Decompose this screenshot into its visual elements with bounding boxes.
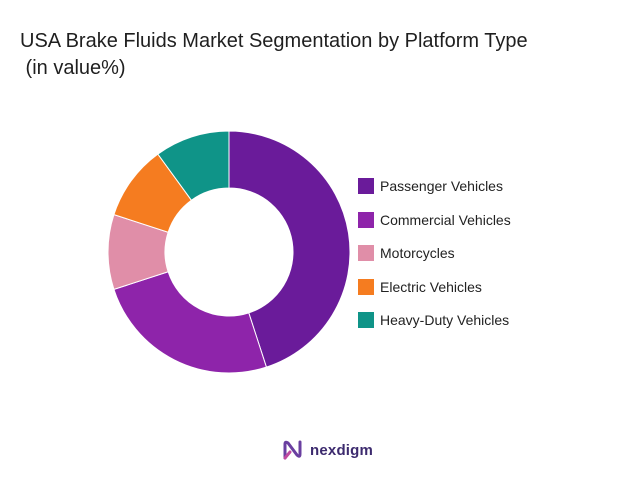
legend-swatch	[358, 278, 374, 295]
legend-item-passenger-vehicles: Passenger Vehicles	[358, 176, 618, 196]
donut-slice-heavy-duty-vehicles	[157, 130, 230, 201]
legend-swatch	[358, 245, 374, 261]
donut-slice-passenger-vehicles	[228, 130, 351, 368]
legend-label: Heavy-Duty Vehicles	[380, 312, 510, 328]
chart-title: USA Brake Fluids Market Segmentation by …	[20, 28, 620, 82]
legend-swatch	[358, 211, 374, 228]
legend-item-heavy-duty-vehicles: Heavy-Duty Vehicles	[358, 310, 618, 330]
brand-logo: nexdigm	[282, 437, 373, 463]
legend-label: Commercial Vehicles	[380, 211, 511, 228]
nexdigm-logo-icon	[283, 440, 302, 460]
chart-legend: Passenger Vehicles Commercial Vehicles Mot…	[358, 176, 618, 344]
legend-swatch	[358, 178, 374, 194]
brand-name: nexdigm	[310, 441, 374, 459]
legend-label: Motorcycles	[380, 245, 455, 261]
legend-item-motorcycles: Motorcycles	[358, 243, 618, 263]
legend-item-commercial-vehicles: Commercial Vehicles	[358, 210, 618, 230]
legend-label: Passenger Vehicles	[380, 178, 503, 194]
legend-label: Electric Vehicles	[380, 278, 482, 295]
donut-slice-commercial-vehicles	[113, 271, 268, 374]
chart-subtitle: (in value%)	[20, 57, 126, 79]
chart-title-line: USA Brake Fluids Market Segmentation by …	[20, 30, 528, 52]
legend-item-electric-vehicles: Electric Vehicles	[358, 277, 618, 297]
legend-swatch	[358, 312, 374, 328]
